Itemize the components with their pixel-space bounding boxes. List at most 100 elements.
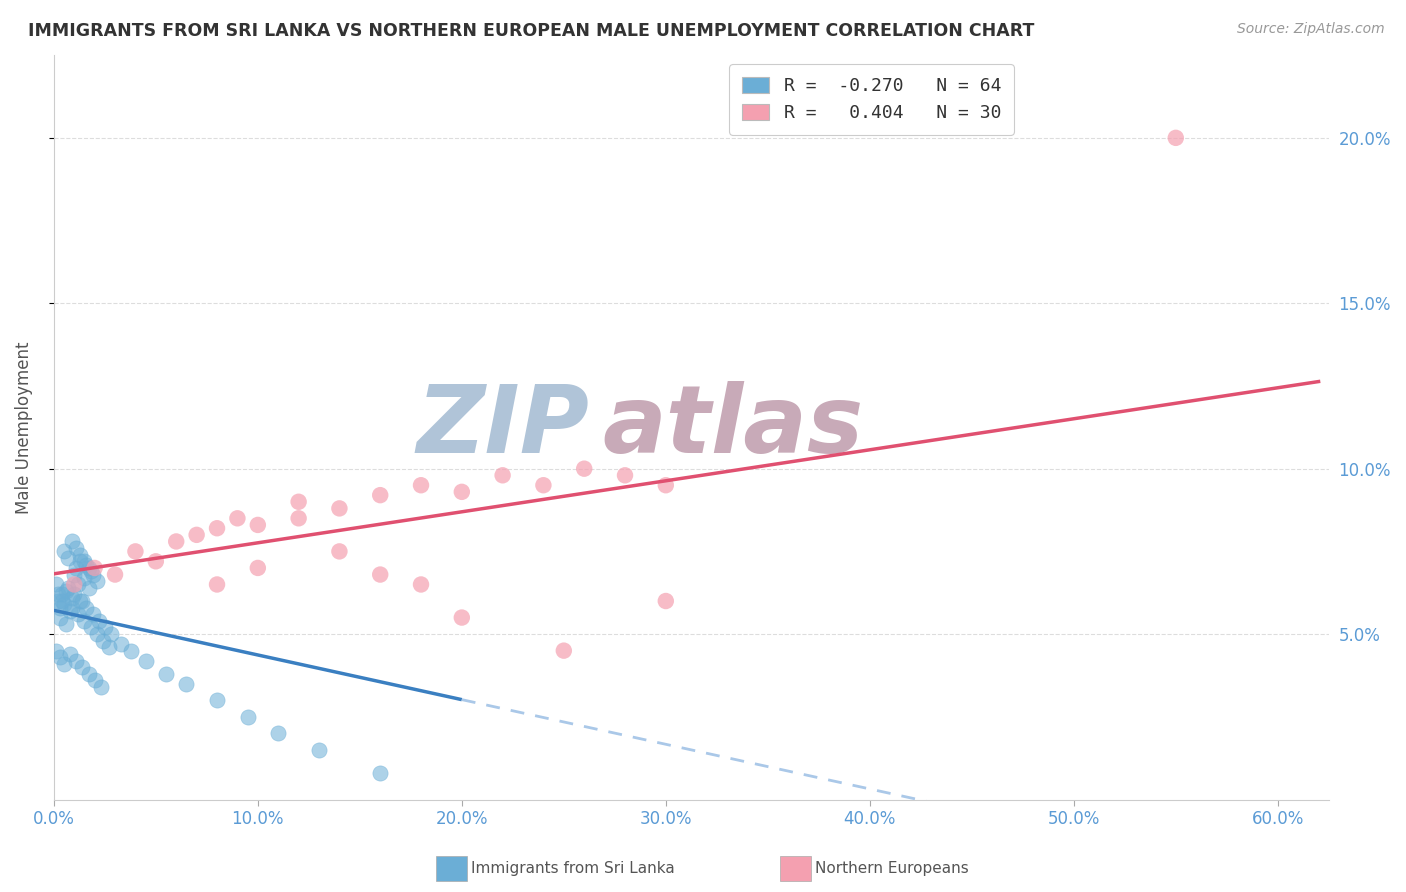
Point [368,567,391,582]
Point [267,726,290,740]
Point [368,488,391,502]
Point [49,600,72,615]
Point [100,627,122,641]
Point [246,561,269,575]
Point [59,604,82,618]
Point [574,461,596,475]
Point [45,643,67,657]
Point [205,693,228,707]
Point [491,468,513,483]
Point [49,650,72,665]
Point [82,567,104,582]
Point [83,561,105,575]
Point [553,643,575,657]
Point [155,666,177,681]
Point [63,587,86,601]
Point [76,600,98,615]
Point [205,577,228,591]
Y-axis label: Male Unemployment: Male Unemployment [15,341,32,514]
Point [53,657,76,671]
Point [86,574,108,589]
Point [51,587,73,601]
Point [145,554,167,568]
Point [46,587,69,601]
Point [104,567,127,582]
Point [409,577,432,591]
Point [73,571,96,585]
Point [205,521,228,535]
Point [124,544,146,558]
Point [79,620,101,634]
Point [77,561,100,575]
Text: Northern Europeans: Northern Europeans [815,862,969,876]
Point [176,677,198,691]
Point [91,633,114,648]
Point [45,577,67,591]
Text: ZIP: ZIP [416,382,589,474]
Point [120,643,142,657]
Text: atlas: atlas [602,382,863,474]
Point [73,614,96,628]
Point [79,564,101,578]
Point [69,594,91,608]
Point [65,561,87,575]
Point [86,627,108,641]
Point [246,517,269,532]
Point [1164,131,1187,145]
Legend: R =  -0.270   N = 64, R =   0.404   N = 30: R = -0.270 N = 64, R = 0.404 N = 30 [730,64,1014,135]
Point [77,666,100,681]
Point [76,558,98,572]
Point [531,478,554,492]
Point [49,610,72,624]
Point [63,577,86,591]
Point [328,501,350,516]
Point [87,614,110,628]
Point [409,478,432,492]
Point [67,577,90,591]
Point [73,554,96,568]
Point [94,620,117,634]
Point [655,594,678,608]
Point [53,597,76,611]
Point [287,511,309,525]
Point [328,544,350,558]
Point [82,607,104,622]
Point [110,637,132,651]
Point [368,766,391,780]
Point [236,710,259,724]
Point [97,640,120,655]
Point [186,528,208,542]
Point [226,511,249,525]
Point [450,484,472,499]
Text: IMMIGRANTS FROM SRI LANKA VS NORTHERN EUROPEAN MALE UNEMPLOYMENT CORRELATION CHA: IMMIGRANTS FROM SRI LANKA VS NORTHERN EU… [28,22,1035,40]
Point [67,607,90,622]
Point [60,600,83,615]
Point [308,743,330,757]
Point [655,478,678,492]
Point [63,567,86,582]
Point [59,647,82,661]
Point [56,551,79,566]
Point [60,534,83,549]
Point [614,468,637,483]
Point [65,541,87,555]
Text: Immigrants from Sri Lanka: Immigrants from Sri Lanka [471,862,675,876]
Point [72,594,94,608]
Point [55,584,77,599]
Point [83,673,105,688]
Point [55,617,77,632]
Point [165,534,187,549]
Point [135,654,157,668]
Point [46,594,69,608]
Point [77,581,100,595]
Point [287,495,309,509]
Point [69,548,91,562]
Text: Source: ZipAtlas.com: Source: ZipAtlas.com [1237,22,1385,37]
Point [72,660,94,674]
Point [51,594,73,608]
Point [65,654,87,668]
Point [90,680,112,694]
Point [56,581,79,595]
Point [450,610,472,624]
Point [60,591,83,605]
